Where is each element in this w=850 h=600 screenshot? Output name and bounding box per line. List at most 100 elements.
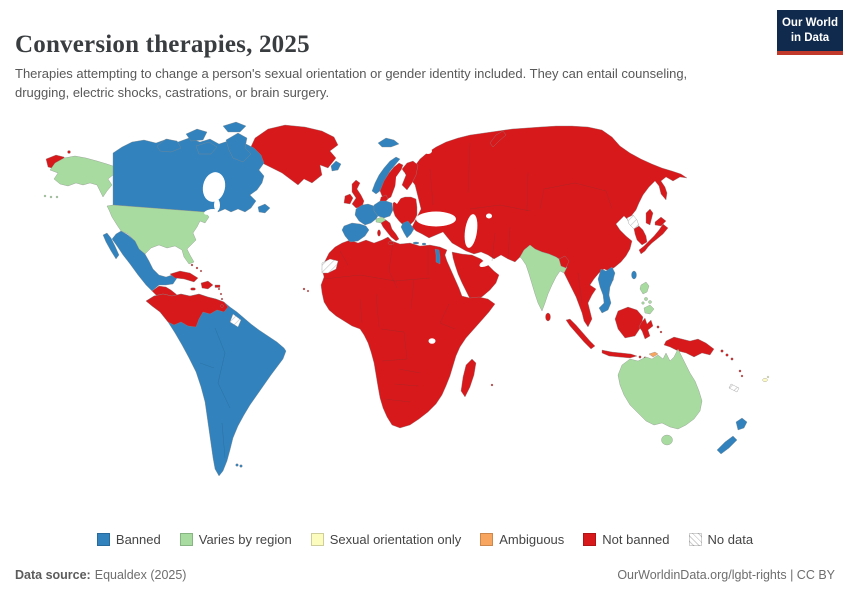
region-united-kingdom[interactable]: [351, 179, 365, 209]
region-sri-lanka[interactable]: [545, 312, 551, 322]
region-sulawesi[interactable]: [638, 317, 654, 340]
region-australia[interactable]: [617, 348, 703, 430]
region-nz-north-island[interactable]: [735, 417, 748, 431]
region-ellesmere-island[interactable]: [222, 121, 247, 133]
region-suriname[interactable]: [229, 313, 242, 328]
data-source-label: Data source:: [15, 568, 91, 582]
region-finland[interactable]: [401, 160, 419, 191]
region-ireland[interactable]: [343, 193, 354, 205]
region-alaska[interactable]: [49, 155, 114, 198]
region-crete[interactable]: [412, 241, 420, 245]
region-israel[interactable]: [434, 248, 441, 265]
region-bahamas-1[interactable]: [190, 263, 194, 267]
region-colombia-venezuela[interactable]: [145, 293, 229, 328]
owid-logo[interactable]: Our World in Data: [777, 10, 843, 55]
region-cape-verde-1[interactable]: [302, 287, 306, 291]
region-lesser-sunda-1[interactable]: [638, 355, 642, 359]
region-iberia[interactable]: [341, 222, 370, 243]
legend-item-banned[interactable]: Banned: [96, 532, 161, 547]
legend-item-no_data[interactable]: No data: [688, 532, 753, 547]
region-sardinia[interactable]: [377, 229, 381, 237]
region-aleutians-3[interactable]: [55, 195, 59, 199]
region-moluccas-2[interactable]: [659, 330, 663, 334]
region-western-sahara[interactable]: [321, 258, 339, 274]
region-puerto-rico[interactable]: [214, 284, 221, 288]
region-visayas-3[interactable]: [641, 301, 645, 305]
region-cape-verde-2[interactable]: [306, 289, 310, 293]
region-france[interactable]: [354, 203, 379, 226]
region-lesser-antilles-3[interactable]: [220, 297, 224, 301]
region-honshu[interactable]: [638, 223, 669, 255]
region-sicily[interactable]: [387, 241, 395, 245]
region-usa-mainland[interactable]: [106, 204, 210, 265]
region-wrangel-island[interactable]: [67, 150, 71, 154]
region-visayas-2[interactable]: [648, 300, 652, 304]
region-new-caledonia[interactable]: [728, 383, 740, 393]
region-vanuatu-2[interactable]: [740, 374, 744, 378]
region-falklands-2[interactable]: [239, 464, 243, 468]
region-lesser-antilles-1[interactable]: [217, 287, 221, 291]
attribution-link[interactable]: OurWorldinData.org/lgbt-rights | CC BY: [617, 568, 835, 582]
region-taiwan[interactable]: [631, 270, 637, 280]
region-trinidad[interactable]: [220, 304, 224, 308]
region-vanuatu-1[interactable]: [738, 369, 742, 373]
region-borneo[interactable]: [614, 306, 644, 339]
region-baja-california[interactable]: [102, 232, 120, 260]
water-lake-victoria: [428, 338, 436, 344]
region-aleutians-2[interactable]: [49, 195, 53, 199]
region-solomons-2[interactable]: [725, 353, 729, 357]
region-mindanao[interactable]: [643, 304, 655, 315]
region-novaya-zemlya[interactable]: [489, 130, 507, 148]
legend-item-varies_by_region[interactable]: Varies by region: [179, 532, 292, 547]
region-falklands-1[interactable]: [235, 463, 239, 467]
region-canada-arctic-1[interactable]: [156, 138, 182, 153]
region-greenland[interactable]: [247, 124, 339, 186]
region-eastern-europe[interactable]: [392, 196, 418, 226]
region-south-america[interactable]: [145, 293, 287, 477]
region-sakhalin[interactable]: [645, 208, 654, 226]
region-arabian-peninsula[interactable]: [451, 251, 500, 302]
region-greece[interactable]: [400, 220, 415, 239]
region-germany-benelux[interactable]: [373, 200, 394, 219]
region-fiji[interactable]: [762, 378, 768, 382]
region-nz-south-island[interactable]: [716, 435, 738, 455]
region-mexico[interactable]: [111, 230, 178, 292]
legend-item-sexual_orientation_only[interactable]: Sexual orientation only: [310, 532, 461, 547]
region-south-korea[interactable]: [633, 225, 648, 246]
region-baffin-island[interactable]: [225, 132, 252, 163]
region-moluccas-1[interactable]: [656, 325, 660, 329]
region-svalbard[interactable]: [377, 137, 400, 148]
region-canada-arctic-2[interactable]: [185, 128, 208, 142]
region-solomons-1[interactable]: [720, 349, 724, 353]
region-fiji-2[interactable]: [766, 375, 770, 379]
region-iceland[interactable]: [330, 160, 342, 172]
region-visayas-1[interactable]: [644, 297, 648, 301]
region-cyprus[interactable]: [421, 242, 427, 246]
region-newfoundland[interactable]: [257, 203, 271, 214]
region-india[interactable]: [519, 244, 568, 312]
region-mauritius[interactable]: [490, 383, 494, 387]
region-africa[interactable]: [320, 236, 496, 429]
region-lesser-antilles-2[interactable]: [219, 292, 223, 296]
region-east-timor[interactable]: [648, 351, 659, 358]
region-new-guinea[interactable]: [663, 336, 715, 358]
region-vietnam[interactable]: [597, 266, 616, 314]
region-sumatra[interactable]: [565, 318, 596, 350]
region-canada-arctic-3[interactable]: [195, 141, 218, 155]
region-luzon[interactable]: [639, 281, 650, 295]
region-solomons-3[interactable]: [730, 357, 734, 361]
region-cuba[interactable]: [169, 270, 199, 283]
region-aleutians-1[interactable]: [43, 194, 47, 198]
region-tasmania[interactable]: [661, 434, 673, 446]
region-hispaniola[interactable]: [200, 280, 214, 290]
region-bahamas-2[interactable]: [195, 266, 199, 270]
region-bangladesh[interactable]: [558, 255, 570, 269]
region-java[interactable]: [601, 349, 638, 359]
region-madagascar[interactable]: [460, 358, 477, 398]
region-hokkaido[interactable]: [654, 216, 667, 227]
legend-item-ambiguous[interactable]: Ambiguous: [480, 532, 564, 547]
region-italy[interactable]: [380, 219, 400, 242]
region-jamaica[interactable]: [190, 287, 196, 291]
legend-item-not_banned[interactable]: Not banned: [583, 532, 670, 547]
region-bahamas-3[interactable]: [199, 269, 203, 273]
